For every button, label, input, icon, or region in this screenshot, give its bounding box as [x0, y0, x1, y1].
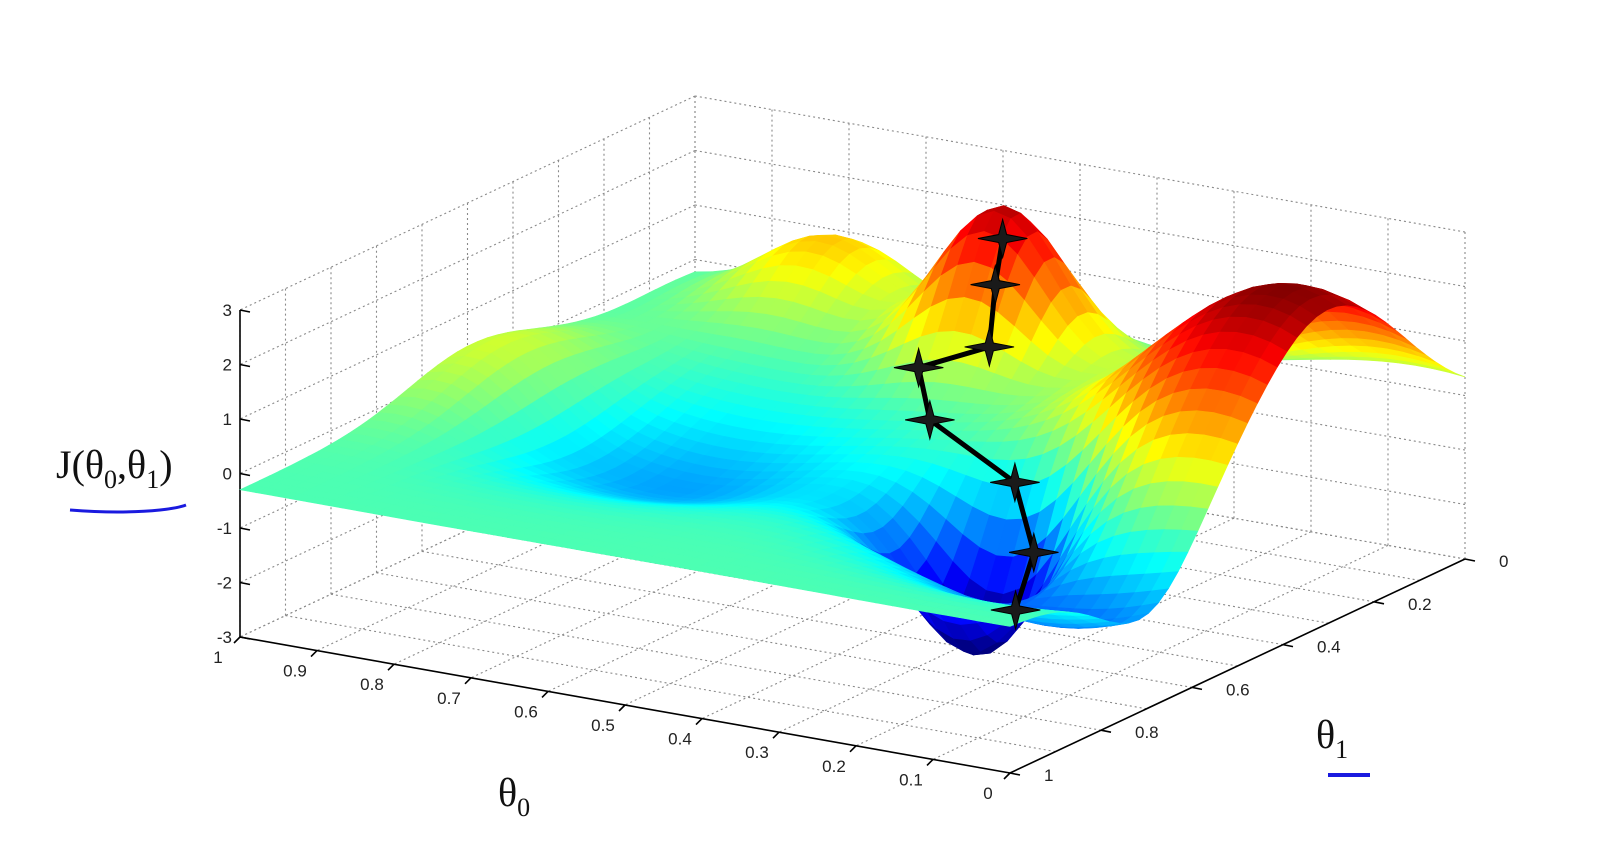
x-tick-label: 0.6 [514, 702, 538, 721]
z-tick-mark [239, 581, 251, 586]
y-tick-mark [1009, 772, 1021, 776]
gradient-descent-path [893, 217, 1059, 631]
grid-line [376, 572, 1147, 710]
y-axis-line [1009, 558, 1466, 774]
descent-step-marker [905, 398, 955, 441]
y-tick-label: 0.2 [1408, 595, 1432, 614]
z-tick-mark [239, 418, 251, 422]
x-tick-mark [310, 650, 318, 658]
descent-step-marker [970, 263, 1021, 306]
x-tick-label: 0.2 [822, 757, 846, 776]
y-tick-label: 0.6 [1226, 680, 1250, 699]
x-tick-mark [926, 758, 934, 766]
descent-step-marker [1009, 531, 1059, 574]
y-tick-mark [1191, 686, 1203, 691]
descent-step-marker [990, 589, 1041, 631]
x-tick-label: 0.7 [437, 689, 461, 708]
z-tick-mark [239, 363, 251, 368]
x-axis-label: θ0 [498, 770, 530, 822]
y-tick-label: 1 [1044, 766, 1053, 785]
z-tick-label: -3 [217, 628, 232, 647]
grid-line [239, 95, 696, 311]
x-tick-label: 0.4 [668, 730, 692, 749]
descent-step-marker [964, 325, 1015, 368]
y-axis-label: θ1 [1316, 712, 1348, 764]
y-tick-mark [1100, 729, 1112, 733]
x-tick-mark [772, 731, 780, 739]
x-tick-label: 1 [213, 648, 222, 667]
grid-line [330, 593, 1102, 731]
y-tick-mark [1373, 601, 1385, 605]
grid-line [421, 550, 1193, 688]
y-tick-label: 0.4 [1317, 638, 1341, 657]
x-tick-label: 0 [983, 784, 992, 803]
x-tick-label: 0.8 [360, 675, 384, 694]
z-tick-label: -1 [217, 519, 232, 538]
z-axis-label: J(θ0,θ1) [56, 442, 173, 494]
y-tick-mark [1282, 643, 1294, 648]
z-tick-mark [239, 472, 251, 477]
x-tick-label: 0.9 [283, 662, 307, 681]
grid-line [694, 149, 1466, 288]
y-tick-label: 0.8 [1135, 723, 1159, 742]
z-tick-mark [239, 527, 251, 531]
grid-line [694, 95, 1466, 233]
y-tick-label: 0 [1499, 552, 1508, 571]
grid-line [285, 615, 1056, 753]
x-tick-mark [541, 690, 549, 698]
grid-line [239, 204, 696, 420]
x-tick-mark [695, 718, 703, 726]
y-tick-mark [1464, 558, 1476, 562]
x-tick-mark [1003, 772, 1011, 780]
grid-line [932, 544, 1389, 760]
z-tick-label: 3 [223, 301, 232, 320]
x-tick-label: 0.3 [745, 743, 769, 762]
descent-step-marker [977, 217, 1028, 260]
z-tick-label: -2 [217, 574, 232, 593]
z-tick-mark [239, 636, 251, 640]
x-tick-label: 0.1 [899, 770, 923, 789]
z-tick-label: 2 [223, 356, 232, 375]
grid-line [239, 150, 696, 365]
tick-labels: 3210-1-2-310.90.80.70.60.50.40.30.20.100… [213, 301, 1508, 803]
x-tick-mark [618, 704, 626, 712]
x-tick-mark [849, 745, 857, 753]
z-tick-label: 0 [223, 465, 232, 484]
x-tick-mark [233, 636, 241, 644]
cost-surface [239, 205, 1466, 656]
z-label-underline [69, 503, 187, 514]
descent-step-marker [893, 346, 944, 389]
z-tick-label: 1 [223, 410, 232, 429]
x-tick-mark [387, 663, 395, 671]
descent-step-marker [990, 461, 1040, 504]
x-tick-label: 0.5 [591, 716, 615, 735]
z-tick-mark [239, 309, 251, 313]
x-tick-mark [464, 677, 472, 685]
